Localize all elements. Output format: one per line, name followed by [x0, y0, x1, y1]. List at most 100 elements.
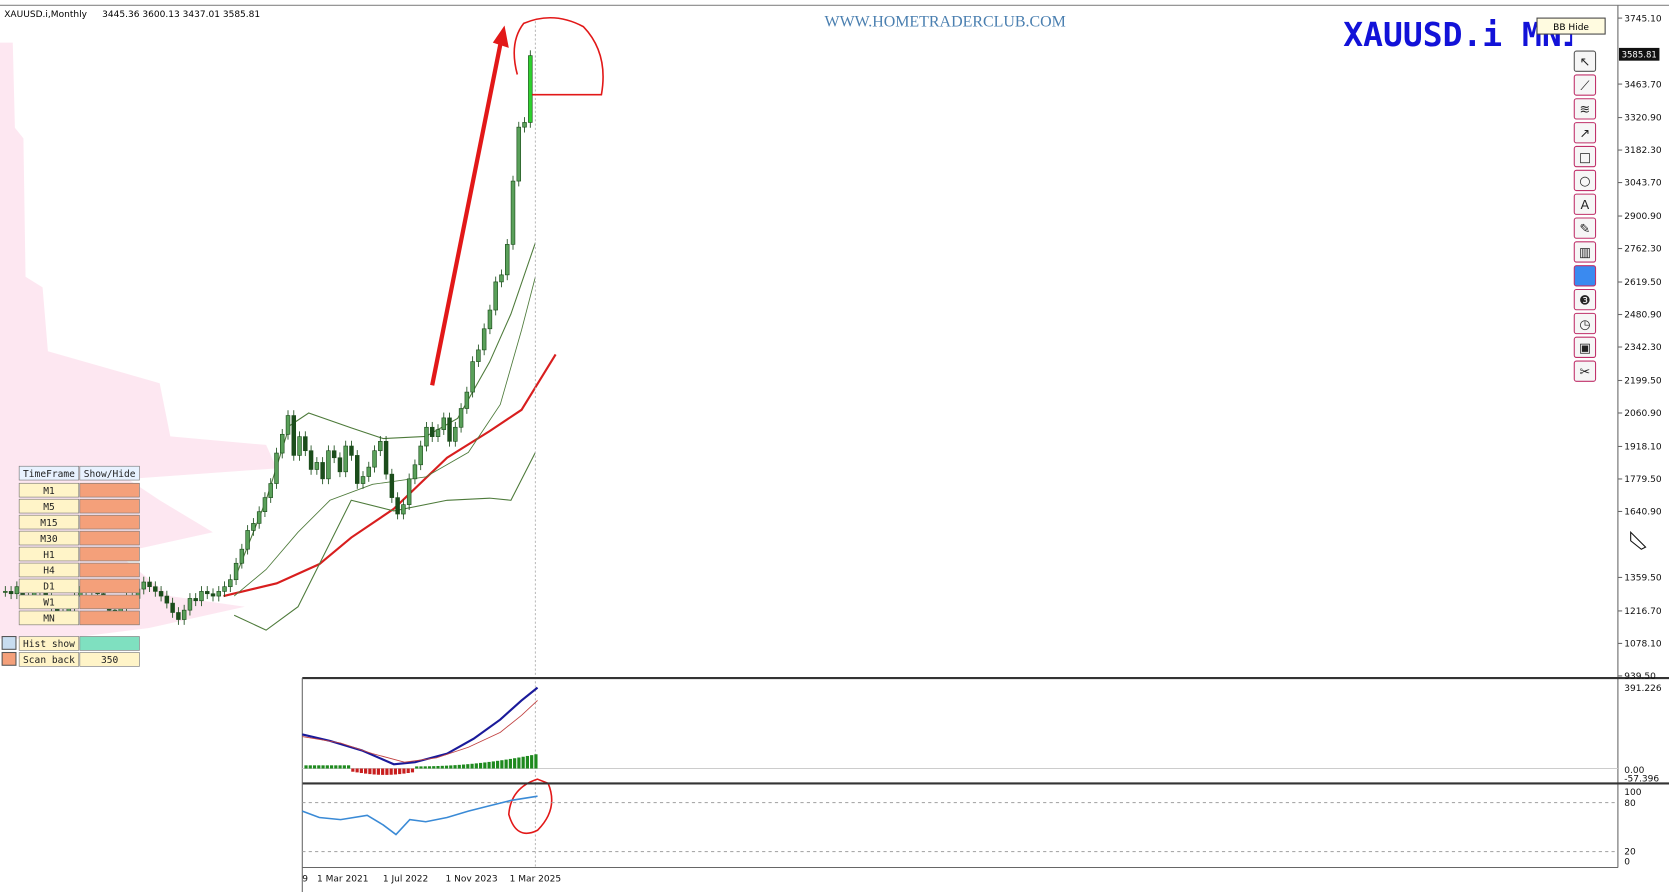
macd-histogram	[304, 754, 538, 775]
time-axis-label: 1 Jul 2022	[383, 874, 428, 884]
toolbar-button[interactable]	[1573, 193, 1597, 215]
histogram-bar	[466, 764, 470, 769]
price-tick-label: 2342.30	[1624, 343, 1662, 353]
candle	[285, 415, 291, 435]
candle	[262, 497, 268, 512]
price-tick-label: 3043.70	[1624, 179, 1662, 189]
time-axis-label: 1 Mar 2021	[317, 874, 369, 884]
candle	[435, 429, 441, 437]
histogram-bar	[534, 754, 538, 769]
table-text: MN	[43, 614, 55, 625]
toolbar-button[interactable]	[1573, 145, 1597, 168]
toolbar-icon: ○	[1579, 174, 1590, 189]
table-cell[interactable]	[18, 578, 80, 594]
histogram-bar	[491, 761, 495, 769]
histogram-bar	[517, 757, 521, 769]
candle	[176, 612, 181, 620]
table-cell[interactable]	[79, 652, 140, 667]
timeframe-panel: TimeFrame Show/Hide M1 M5 M15 M30 H1 H4 D1 W1 MN Hi…	[1, 465, 140, 667]
histogram-bar	[432, 766, 436, 769]
histogram-bar	[372, 768, 376, 775]
table-cell[interactable]	[79, 514, 140, 530]
table-cell[interactable]	[18, 562, 80, 578]
histogram-bar	[368, 768, 372, 775]
histogram-bar	[406, 768, 410, 774]
histogram-bar	[521, 756, 525, 769]
histogram-bar	[321, 765, 325, 769]
toolbar-button[interactable]	[1573, 360, 1597, 382]
table-cell[interactable]	[79, 562, 140, 578]
candle	[430, 426, 435, 437]
panel-icon[interactable]	[1, 636, 17, 650]
histogram-bar	[487, 761, 491, 769]
candle	[314, 462, 320, 470]
table-cell[interactable]	[18, 482, 80, 498]
histogram-bar	[398, 768, 402, 775]
table-cell[interactable]	[18, 530, 80, 546]
histogram-bar	[304, 765, 308, 769]
macd-line	[302, 686, 539, 766]
table-cell[interactable]	[79, 482, 140, 498]
chart-header-ohlc: 3445.36 3600.13 3437.01 3585.81	[102, 10, 260, 20]
table-cell[interactable]	[18, 636, 80, 651]
toolbar-button[interactable]	[1573, 265, 1597, 287]
macd-signal	[302, 700, 538, 763]
toolbar-icon: A	[1581, 198, 1590, 213]
toolbar-button[interactable]	[1573, 50, 1597, 72]
table-cell[interactable]	[18, 594, 80, 610]
rsi-axis-label: 100	[1624, 788, 1641, 798]
candle	[331, 450, 337, 459]
candle	[222, 586, 227, 592]
rsi-axis-label: 0	[1624, 857, 1630, 867]
histogram-bar	[359, 768, 363, 774]
annotation-arrow	[430, 44, 503, 386]
candle	[268, 483, 273, 498]
candle	[274, 452, 279, 484]
moving-average	[223, 353, 557, 598]
current-price: 3585.81	[1622, 50, 1657, 60]
table-cell[interactable]	[79, 546, 140, 562]
table-cell[interactable]	[18, 514, 80, 530]
toolbar-icon: ↖	[1580, 55, 1591, 70]
bb-hide-button[interactable]	[1536, 17, 1606, 35]
candle	[291, 415, 297, 456]
table-cell[interactable]	[18, 546, 80, 562]
histogram-bar	[504, 759, 508, 769]
toolbar-button[interactable]	[1573, 122, 1597, 144]
table-text: Show/Hide	[84, 469, 136, 480]
toolbar-button[interactable]	[1573, 336, 1597, 358]
histogram-bar	[393, 768, 398, 775]
toolbar-button[interactable]	[1573, 288, 1597, 311]
table-cell[interactable]	[18, 652, 80, 667]
candle	[297, 436, 302, 456]
table-cell[interactable]	[79, 636, 140, 651]
toolbar-button[interactable]	[1573, 98, 1597, 120]
table-text: M5	[43, 502, 55, 513]
table-cell[interactable]	[79, 610, 140, 626]
toolbar-button[interactable]	[1573, 241, 1597, 263]
table-cell[interactable]	[79, 530, 140, 546]
toolbar-button[interactable]	[1573, 217, 1597, 239]
chart-header-symbol: XAUUSD.i,Monthly	[4, 10, 87, 20]
histogram-bar	[436, 766, 440, 769]
toolbar-button[interactable]	[1573, 169, 1597, 192]
table-cell[interactable]	[18, 610, 80, 626]
table-cell[interactable]	[79, 594, 140, 610]
toolbar-icon: ▥	[1579, 246, 1591, 261]
time-axis-label: 9	[302, 874, 308, 884]
histogram-bar	[346, 765, 351, 769]
table-cell[interactable]	[18, 498, 80, 514]
toolbar-button[interactable]	[1573, 74, 1597, 96]
candle	[158, 591, 164, 597]
table-cell	[18, 465, 80, 481]
table-cell[interactable]	[79, 578, 140, 594]
table-cell[interactable]	[79, 498, 140, 514]
candle	[499, 274, 504, 283]
histogram-bar	[364, 768, 368, 774]
candle	[453, 426, 458, 442]
price-tick-label: 939.50	[1624, 672, 1656, 682]
toolbar-button[interactable]	[1573, 312, 1597, 335]
panel-icon[interactable]	[1, 651, 17, 666]
